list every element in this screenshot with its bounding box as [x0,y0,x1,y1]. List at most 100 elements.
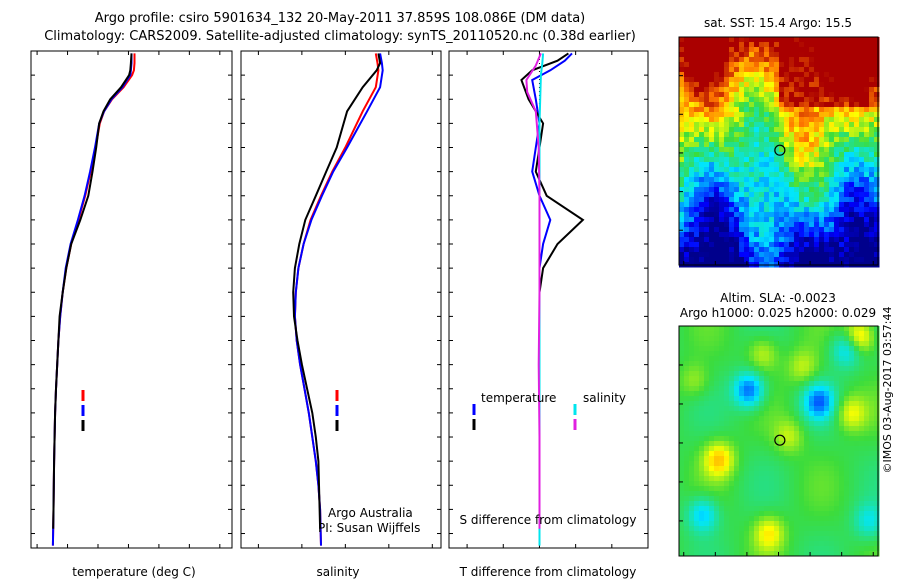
map-cell [844,167,850,173]
map-cell [799,237,805,243]
map-cell [789,72,795,78]
map-cell [734,47,740,53]
map-cell [824,521,830,527]
map-cell [769,237,775,243]
map-cell [729,62,735,68]
map-cell [739,346,745,352]
map-cell [819,67,825,73]
map-cell [764,446,770,452]
map-cell [844,57,850,63]
map-cell [774,536,780,542]
map-cell [734,257,740,263]
map-cell [729,491,735,497]
map-cell [864,97,870,103]
map-cell [809,227,815,233]
map-cell [849,371,855,377]
map-cell [724,546,730,552]
map-cell [699,401,705,407]
map-cell [754,222,760,228]
map-cell [744,232,750,238]
map-cell [694,57,700,63]
map-cell [754,551,760,557]
map-cell [759,366,765,372]
map-cell [714,331,720,337]
map-cell [769,202,775,208]
map-cell [799,516,805,522]
map-cell [709,42,715,48]
map-cell [809,511,815,517]
map-cell [794,142,800,148]
map-cell [774,501,780,507]
map-cell [709,77,715,83]
map-cell [739,426,745,432]
map-cell [714,47,720,53]
map-cell [684,42,690,48]
map-cell [694,217,700,223]
map-cell [784,371,790,377]
map-cell [764,371,770,377]
map-cell [774,72,780,78]
map-cell [744,426,750,432]
map-cell [839,142,845,148]
map-cell [794,346,800,352]
map-cell [819,147,825,153]
map-cell [694,37,700,43]
map-cell [729,546,735,552]
map-cell [804,142,810,148]
map-cell [689,242,695,248]
map-cell [789,386,795,392]
map-cell [759,252,765,258]
map-cell [839,546,845,552]
map-cell [734,222,740,228]
map-cell [694,341,700,347]
map-cell [794,72,800,78]
map-cell [839,152,845,158]
map-cell [754,506,760,512]
map-cell [814,346,820,352]
map-cell [844,351,850,357]
map-cell [714,82,720,88]
map-cell [689,451,695,457]
map-cell [714,346,720,352]
map-cell [849,496,855,502]
map-cell [754,52,760,58]
map-cell [874,536,880,542]
map-cell [809,252,815,258]
map-cell [834,371,840,377]
map-cell [784,62,790,68]
map-cell [814,476,820,482]
map-cell [874,396,880,402]
map-cell [764,356,770,362]
map-cell [754,436,760,442]
map-cell [814,37,820,43]
map-cell [754,232,760,238]
map-cell [809,87,815,93]
map-cell [789,242,795,248]
map-cell [874,247,880,253]
map-cell [729,346,735,352]
map-cell [739,157,745,163]
map-cell [729,351,735,357]
map-cell [754,252,760,258]
map-cell [854,386,860,392]
map-cell [844,42,850,48]
map-cell [684,142,690,148]
map-cell [714,182,720,188]
map-cell [804,92,810,98]
map-cell [774,122,780,128]
map-cell [824,142,830,148]
map-cell [844,117,850,123]
map-cell [814,212,820,218]
map-cell [769,92,775,98]
map-cell [824,376,830,382]
map-cell [719,536,725,542]
map-cell [864,486,870,492]
map-cell [804,346,810,352]
map-cell [819,501,825,507]
map-cell [739,42,745,48]
map-cell [874,257,880,263]
map-cell [829,446,835,452]
map-cell [844,77,850,83]
map-cell [679,37,685,43]
map-cell [679,536,685,542]
